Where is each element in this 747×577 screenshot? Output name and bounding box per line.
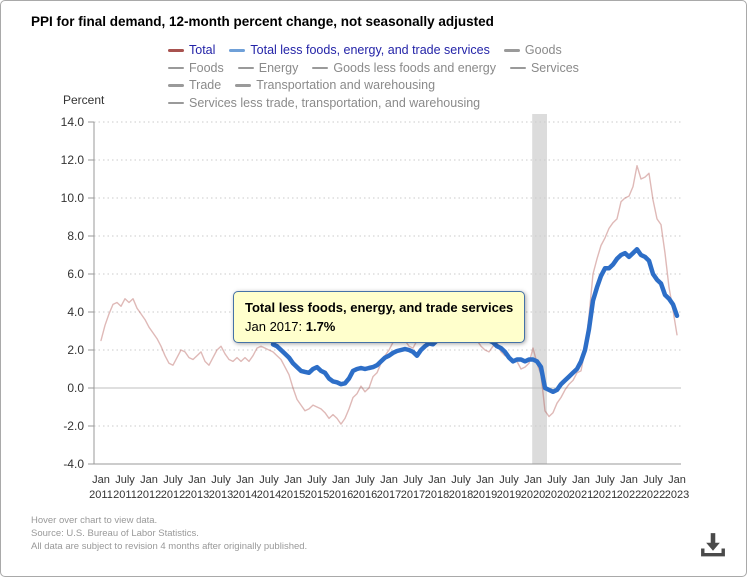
x-axis-tick-label: July 2020	[544, 474, 570, 501]
footer-hint: Hover over chart to view data.	[31, 515, 158, 526]
legend: Total Total less foods, energy, and trade…	[168, 42, 600, 111]
x-axis-tick-label: July 2016	[352, 474, 378, 501]
legend-label: Services less trade, transportation, and…	[189, 95, 481, 110]
y-axis-tick-label: 12.0	[60, 153, 84, 167]
y-axis-tick-label: -4.0	[63, 457, 84, 471]
legend-item-foods[interactable]: Foods	[168, 60, 224, 77]
legend-label: Trade	[189, 78, 222, 92]
y-axis-title: Percent	[63, 93, 105, 107]
legend-label: Services	[530, 60, 579, 75]
x-axis-tick-label: July 2019	[496, 474, 522, 501]
x-axis-tick-label: Jan 2018	[424, 474, 450, 501]
legend-item-energy[interactable]: Energy	[237, 60, 299, 77]
legend-item-transportation-and-warehousing[interactable]: Transportation and warehousing	[235, 77, 435, 94]
tooltip-point: Jan 2017: 1.7%	[245, 319, 513, 334]
legend-item-goods-less-foods-and-energy[interactable]: Goods less foods and energy	[312, 60, 496, 77]
legend-dash-icon	[168, 66, 184, 69]
legend-label: Goods less foods and energy	[333, 60, 496, 75]
y-axis-tick-label: 4.0	[67, 305, 84, 319]
y-axis-tick-label: -2.0	[63, 419, 84, 433]
y-axis-tick-label: 0.0	[67, 381, 84, 395]
footer-source: Source: U.S. Bureau of Labor Statistics.	[31, 528, 199, 539]
legend-item-total[interactable]: Total	[168, 42, 215, 59]
legend-item-goods[interactable]: Goods	[503, 42, 562, 59]
legend-dash-icon	[229, 49, 246, 52]
legend-item-trade[interactable]: Trade	[168, 77, 221, 94]
x-axis-tick-label: Jan 2022	[616, 474, 642, 501]
x-axis-tick-label: July 2012	[160, 474, 186, 501]
tooltip-point-label: Jan 2017:	[245, 319, 303, 334]
footer: Hover over chart to view data. Source: U…	[31, 514, 307, 553]
legend-item-services-less-trade-transportation-and-warehousing[interactable]: Services less trade, transportation, and…	[168, 95, 480, 112]
legend-label: Total	[189, 43, 216, 57]
y-axis-tick-label: 2.0	[67, 343, 84, 357]
legend-item-total-less-foods-energy-and-trade-services[interactable]: Total less foods, energy, and trade serv…	[229, 42, 490, 59]
x-axis-tick-label: July 2021	[592, 474, 618, 501]
legend-dash-icon	[168, 49, 184, 52]
legend-label: Total less foods, energy, and trade serv…	[250, 43, 490, 57]
legend-dash-icon	[503, 49, 520, 52]
tooltip-series-name: Total less foods, energy, and trade serv…	[245, 300, 514, 315]
x-axis-tick-label: Jan 2023	[664, 474, 690, 501]
legend-dash-icon	[168, 101, 184, 104]
x-axis-tick-label: Jan 2014	[232, 474, 258, 501]
legend-dash-icon	[509, 66, 526, 69]
legend-dash-icon	[235, 84, 252, 87]
legend-label: Goods	[524, 43, 562, 57]
x-axis-tick-label: July 2017	[400, 474, 426, 501]
x-axis-tick-label: July 2013	[208, 474, 234, 501]
x-axis-tick-label: Jan 2020	[520, 474, 546, 501]
legend-label: Transportation and warehousing	[256, 78, 436, 92]
legend-label: Energy	[258, 60, 299, 75]
y-axis-tick-label: 8.0	[67, 229, 84, 243]
y-axis-tick-label: 10.0	[60, 191, 84, 205]
legend-item-services[interactable]: Services	[509, 60, 579, 77]
tooltip-value: 1.7%	[305, 319, 336, 334]
download-icon	[701, 533, 725, 557]
legend-label: Foods	[189, 60, 224, 75]
x-axis-tick-label: Jan 2016	[328, 474, 354, 501]
x-axis-tick-label: Jan 2011	[89, 474, 113, 501]
x-axis-tick-label: Jan 2019	[472, 474, 498, 501]
x-axis-tick-label: July 2015	[304, 474, 330, 501]
y-axis-tick-label: 14.0	[60, 115, 84, 129]
chart-title: PPI for final demand, 12-month percent c…	[31, 14, 494, 29]
x-axis-tick-label: Jan 2015	[280, 474, 306, 501]
legend-dash-icon	[312, 66, 329, 69]
x-axis-tick-label: Jan 2017	[376, 474, 402, 501]
footer-revision-note: All data are subject to revision 4 month…	[31, 541, 308, 552]
tooltip: Total less foods, energy, and trade serv…	[233, 291, 526, 343]
legend-dash-icon	[168, 84, 184, 87]
download-button[interactable]	[696, 530, 730, 560]
series-line-total	[100, 164, 678, 425]
x-axis-tick-label: Jan 2021	[568, 474, 594, 501]
legend-dash-icon	[237, 66, 254, 69]
x-axis-tick-label: July 2014	[256, 474, 282, 501]
x-axis-tick-label: July 2018	[448, 474, 474, 501]
y-axis-tick-label: 6.0	[67, 267, 84, 281]
x-axis-tick-label: Jan 2013	[184, 474, 210, 501]
x-axis-tick-label: Jan 2012	[136, 474, 162, 501]
x-axis-tick-label: July 2011	[113, 474, 137, 501]
x-axis-tick-label: July 2022	[640, 474, 666, 501]
